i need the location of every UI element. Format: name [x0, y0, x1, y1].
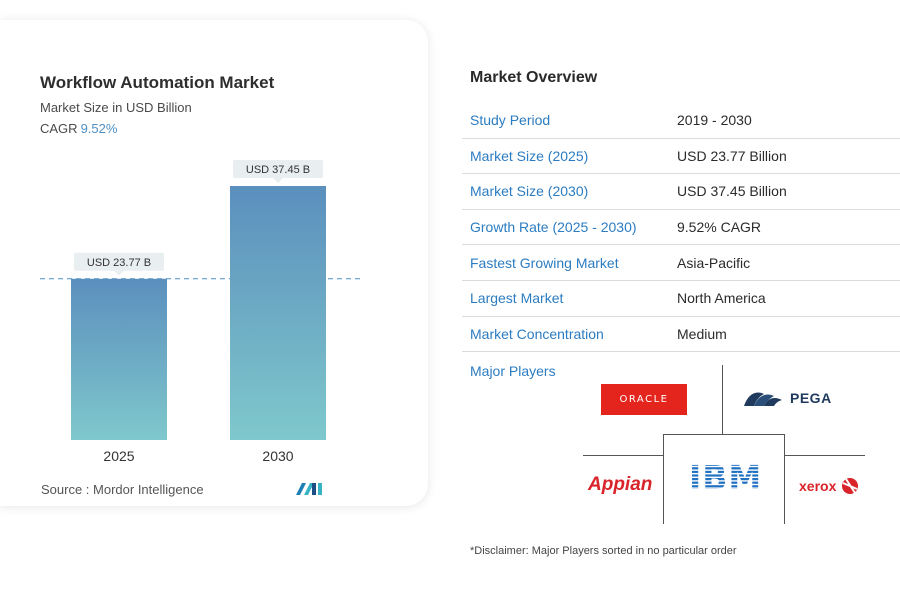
- major-players-label: Major Players: [470, 363, 556, 379]
- overview-value: USD 37.45 Billion: [677, 183, 787, 200]
- overview-key: Fastest Growing Market: [470, 254, 619, 271]
- xerox-logo: xerox: [799, 476, 860, 496]
- bar-chart: USD 23.77 B 2025 USD 37.45 B 2030: [40, 160, 362, 464]
- svg-text:IBM: IBM: [689, 460, 762, 492]
- chart-subtitle: Market Size in USD Billion: [40, 100, 192, 115]
- overview-row: Largest Market North America: [462, 281, 900, 317]
- data-label-bg: [233, 160, 323, 178]
- overview-row: Fastest Growing Market Asia-Pacific: [462, 245, 900, 281]
- pega-logo: PEGA: [742, 388, 832, 408]
- overview-row: Growth Rate (2025 - 2030) 9.52% CAGR: [462, 210, 900, 246]
- market-overview-title: Market Overview: [470, 69, 598, 86]
- overview-table: Study Period 2019 - 2030 Market Size (202…: [462, 103, 900, 353]
- data-label-pointer: [114, 270, 124, 276]
- overview-value: 2019 - 2030: [677, 112, 752, 129]
- appian-logo: Appian: [588, 474, 653, 495]
- overview-row: Study Period 2019 - 2030: [462, 103, 900, 139]
- overview-row: Market Size (2030) USD 37.45 Billion: [462, 174, 900, 210]
- players-divider: [722, 365, 723, 435]
- overview-key: Largest Market: [470, 290, 564, 307]
- data-label-pointer: [273, 178, 283, 183]
- overview-key: Market Size (2030): [470, 183, 589, 200]
- ibm-logo: IBM: [689, 458, 763, 497]
- overview-value: USD 23.77 Billion: [677, 147, 787, 164]
- overview-key: Growth Rate (2025 - 2030): [470, 219, 637, 236]
- data-label: USD 37.45 B: [246, 164, 310, 176]
- xerox-text: xerox: [799, 478, 837, 494]
- overview-value: 9.52% CAGR: [677, 219, 762, 236]
- x-tick-label: 2030: [262, 448, 293, 464]
- x-tick-label: 2025: [103, 448, 134, 464]
- bar: [71, 278, 167, 440]
- chart-cagr: CAGR 9.52%: [40, 121, 117, 136]
- players-divider: [783, 455, 865, 456]
- mordor-intelligence-logo: [296, 483, 322, 495]
- bar: [230, 186, 326, 440]
- ibm-icon: IBM: [689, 458, 762, 497]
- overview-row: Market Concentration Medium: [462, 317, 900, 353]
- data-label: USD 23.77 B: [87, 257, 151, 269]
- overview-key: Market Concentration: [470, 325, 604, 342]
- cagr-label: CAGR: [40, 121, 78, 136]
- data-label-bg: [74, 252, 164, 271]
- pega-text: PEGA: [790, 390, 832, 406]
- disclaimer: *Disclaimer: Major Players sorted in no …: [470, 545, 737, 557]
- overview-value: North America: [677, 290, 766, 307]
- oracle-logo: ORACLE: [601, 384, 687, 415]
- overview-value: Asia-Pacific: [677, 254, 751, 271]
- pega-icon: [744, 392, 782, 406]
- overview-value: Medium: [677, 325, 727, 342]
- chart-title: Workflow Automation Market: [40, 73, 275, 92]
- xerox-ball-icon: [842, 478, 859, 494]
- cagr-value: 9.52%: [80, 121, 118, 136]
- overview-key: Study Period: [470, 112, 551, 129]
- ibm-box: [663, 434, 785, 524]
- source-text: Source : Mordor Intelligence: [41, 482, 204, 497]
- players-divider: [583, 455, 663, 456]
- overview-row: Market Size (2025) USD 23.77 Billion: [462, 139, 900, 175]
- overview-key: Market Size (2025): [470, 147, 589, 164]
